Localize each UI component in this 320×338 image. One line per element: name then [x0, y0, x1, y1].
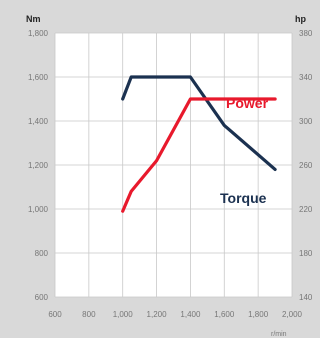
x-tick-label: 800	[82, 310, 96, 319]
y2-tick-label: 300	[299, 117, 313, 126]
x-tick-label: 1,400	[180, 310, 201, 319]
x-axis-unit: r/min	[271, 331, 287, 338]
x-tick-label: 1,600	[214, 310, 235, 319]
y-tick-label: 1,200	[28, 161, 49, 170]
tick-labels: 600 800 1,000 1,200 1,400 1,600 1,800 2,000 600 8…	[28, 29, 313, 319]
y2-tick-label: 220	[299, 205, 313, 214]
y-tick-label: 1,400	[28, 117, 49, 126]
y2-tick-label: 260	[299, 161, 313, 170]
torque-line	[121, 75, 277, 171]
power-series-label: Power	[226, 95, 269, 111]
x-tick-label: 1,200	[147, 310, 168, 319]
x-tick-label: 1,800	[248, 310, 269, 319]
series-lines	[121, 75, 277, 213]
y2-tick-label: 140	[299, 293, 313, 302]
grid-lines	[54, 32, 293, 298]
y-tick-label: 1,600	[28, 73, 49, 82]
y2-tick-label: 380	[299, 29, 313, 38]
y2-tick-label: 340	[299, 73, 313, 82]
x-tick-label: 1,000	[113, 310, 134, 319]
y-tick-label: 1,800	[28, 29, 49, 38]
y-tick-label: 1,000	[28, 205, 49, 214]
torque-series-label: Torque	[220, 190, 267, 206]
x-tick-label: 600	[48, 310, 62, 319]
right-axis-unit: hp	[295, 14, 306, 24]
y2-tick-label: 180	[299, 249, 313, 258]
y-tick-label: 600	[35, 293, 49, 302]
left-axis-unit: Nm	[26, 14, 41, 24]
power-line	[121, 97, 277, 213]
y-tick-label: 800	[35, 249, 49, 258]
x-tick-label: 2,000	[282, 310, 303, 319]
